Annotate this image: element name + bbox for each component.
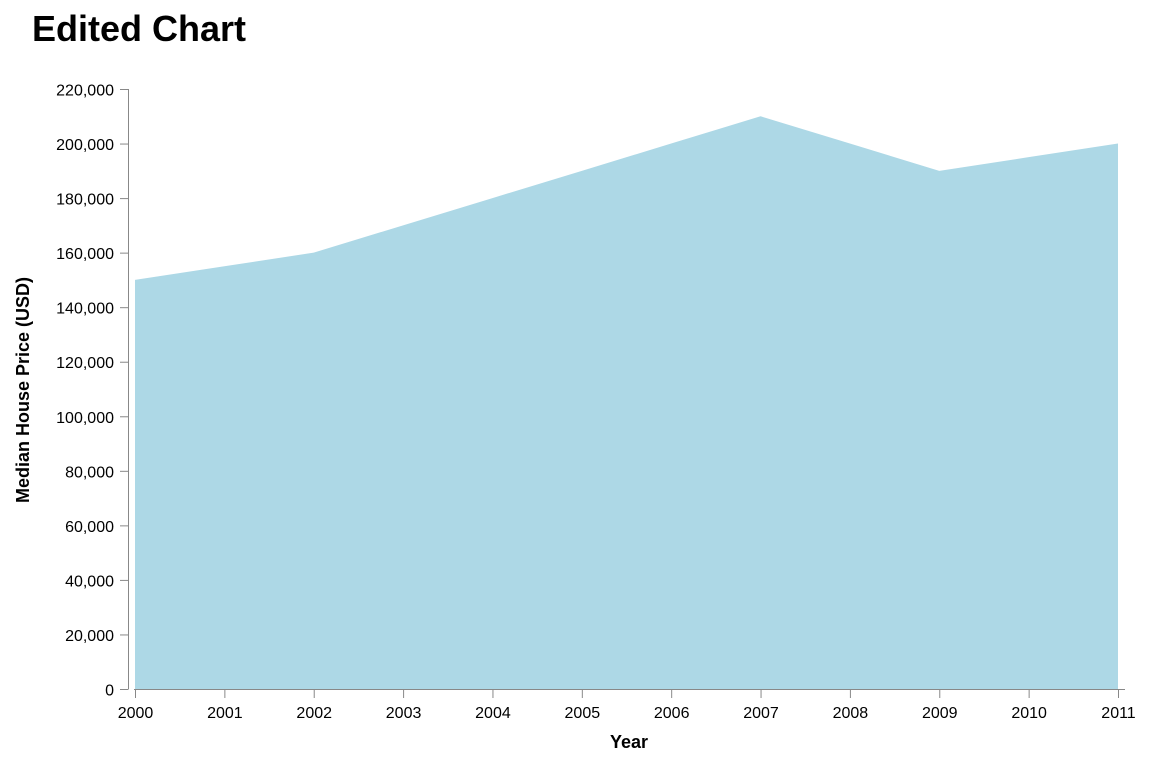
x-tick-label: 2000 <box>118 705 154 722</box>
x-tick-label: 2005 <box>565 705 601 722</box>
x-axis-title: Year <box>610 732 648 752</box>
plot-area <box>135 116 1118 690</box>
x-tick-label: 2004 <box>475 705 511 722</box>
area-series <box>135 116 1118 690</box>
y-tick-label: 60,000 <box>65 519 114 536</box>
y-tick-label: 160,000 <box>56 246 114 263</box>
y-axis-title: Median House Price (USD) <box>13 277 33 503</box>
y-tick-label: 0 <box>105 683 114 700</box>
y-tick-label: 40,000 <box>65 573 114 590</box>
x-tick-label: 2011 <box>1101 705 1136 722</box>
y-tick-label: 100,000 <box>56 410 114 427</box>
x-axis: 2000 2001 2002 2003 2004 2005 2006 2007 2008 2009… <box>118 689 1136 722</box>
y-tick-label: 120,000 <box>56 355 114 372</box>
x-tick-label: 2006 <box>654 705 690 722</box>
x-tick-label: 2009 <box>922 705 958 722</box>
y-tick-label: 140,000 <box>56 301 114 318</box>
y-tick-label: 220,000 <box>56 83 114 100</box>
x-tick-label: 2001 <box>207 705 243 722</box>
x-tick-label: 2003 <box>386 705 422 722</box>
y-tick-label: 80,000 <box>65 464 114 481</box>
x-tick-label: 2007 <box>743 705 779 722</box>
y-tick-label: 200,000 <box>56 137 114 154</box>
y-tick-label: 180,000 <box>56 192 114 209</box>
y-tick-label: 20,000 <box>65 628 114 645</box>
x-tick-label: 2002 <box>296 705 332 722</box>
x-tick-label: 2010 <box>1011 705 1047 722</box>
chart-title: Edited Chart <box>32 8 246 49</box>
y-axis: 0 20,000 40,000 60,000 80,000 100,000 120,000 1… <box>56 83 129 700</box>
x-tick-label: 2008 <box>833 705 869 722</box>
